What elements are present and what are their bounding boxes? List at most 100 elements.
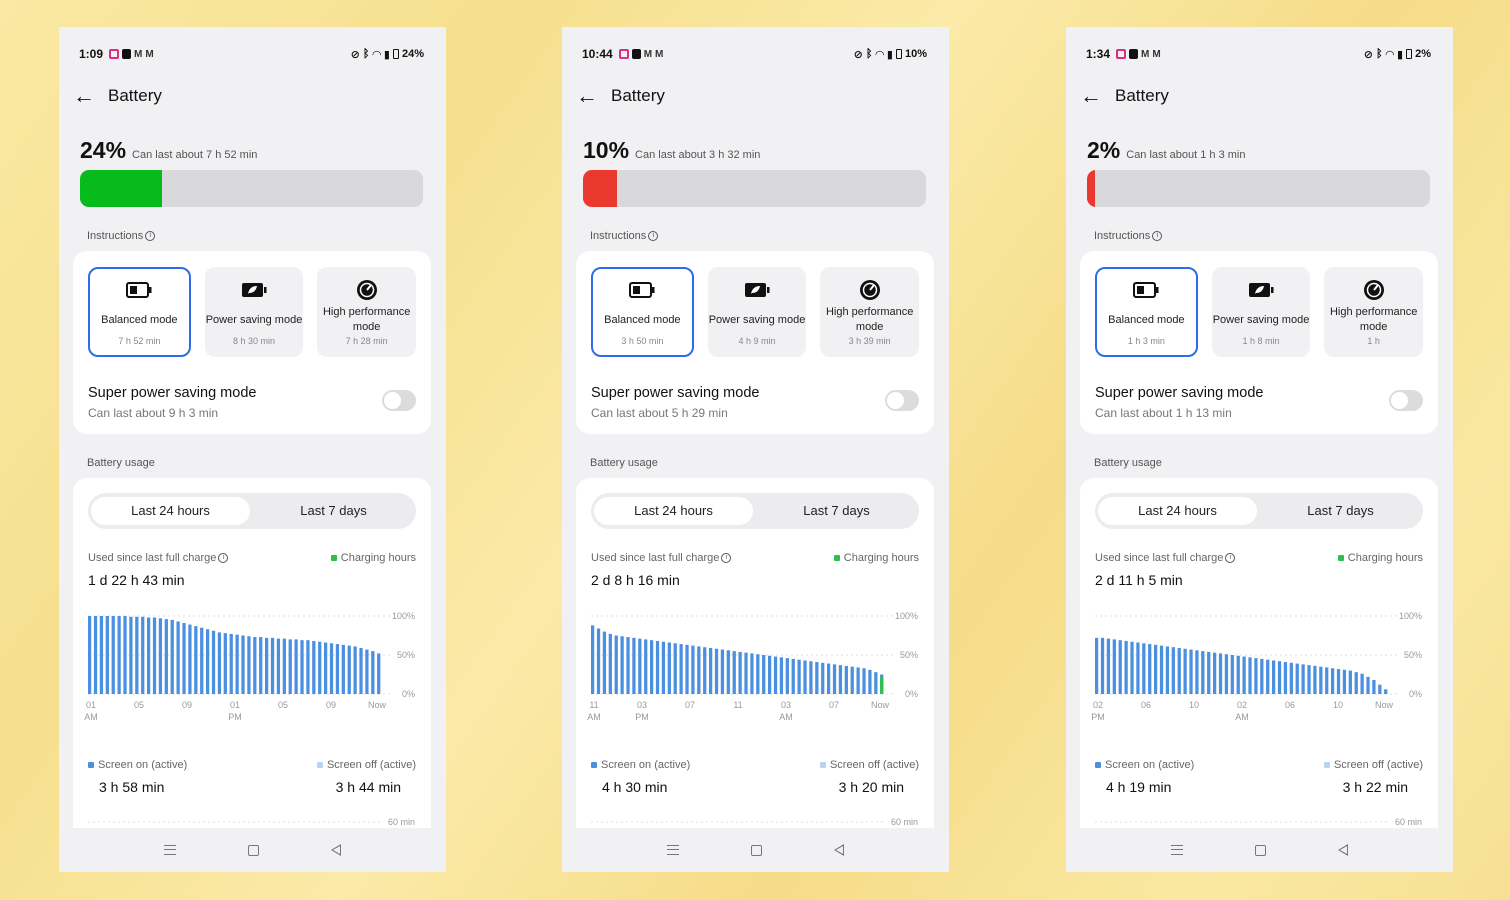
x-tick-sublabel: AM xyxy=(587,712,601,722)
screen-on-text: Screen on (active) xyxy=(1105,759,1195,771)
usage-bar xyxy=(1283,662,1288,694)
super-power-saving-subtitle: Can last about 9 h 3 min xyxy=(88,406,219,420)
usage-bar xyxy=(832,664,837,694)
high-performance-mode-option[interactable]: High performance mode 3 h 39 min xyxy=(820,267,920,357)
super-power-saving-toggle[interactable] xyxy=(1389,390,1423,411)
usage-bar xyxy=(1301,664,1305,694)
tab-last-24-hours[interactable]: Last 24 hours xyxy=(1098,497,1257,525)
instructions-label[interactable]: Instructions i xyxy=(1094,230,1163,242)
usage-bar xyxy=(750,653,754,694)
usage-bar xyxy=(1325,667,1329,694)
usage-bar xyxy=(856,667,860,694)
tab-last-24-hours[interactable]: Last 24 hours xyxy=(91,497,250,525)
usage-bar xyxy=(306,640,310,694)
battery-usage-text: Battery usage xyxy=(87,457,155,469)
instructions-label[interactable]: Instructions i xyxy=(87,230,156,242)
super-power-saving-toggle[interactable] xyxy=(885,390,919,411)
usage-bar xyxy=(1118,640,1122,694)
back-arrow-icon[interactable]: ← xyxy=(1080,83,1102,108)
balanced-mode-option[interactable]: Balanced mode 7 h 52 min xyxy=(88,267,191,357)
screen-off-value: 3 h 22 min xyxy=(1342,779,1408,795)
recents-icon[interactable] xyxy=(164,845,176,855)
tab-last-24-hours[interactable]: Last 24 hours xyxy=(594,497,753,525)
bluetooth-icon: ᛒ xyxy=(865,48,873,60)
high-performance-mode-option[interactable]: High performance mode 1 h xyxy=(1324,267,1424,357)
x-tick-sublabel: AM xyxy=(1235,712,1249,722)
signal-icon: ▮ xyxy=(886,48,893,61)
home-icon[interactable] xyxy=(1255,844,1266,856)
used-since-label: Used since last full charge i xyxy=(88,552,229,564)
tab-last-7-days[interactable]: Last 7 days xyxy=(1307,503,1374,518)
x-tick-label: Now xyxy=(1375,700,1394,710)
balanced-mode-option[interactable]: Balanced mode 3 h 50 min xyxy=(591,267,694,357)
home-icon[interactable] xyxy=(248,844,259,856)
info-icon[interactable]: i xyxy=(721,553,732,563)
used-since-value: 2 d 8 h 16 min xyxy=(591,572,680,588)
x-tick-label: 03 xyxy=(781,700,791,710)
usage-bar xyxy=(1142,643,1146,694)
usage-bar xyxy=(123,616,127,694)
mode-time: 7 h 28 min xyxy=(345,336,388,346)
usage-bar xyxy=(253,637,257,694)
time-range-tabs: Last 24 hours Last 7 days xyxy=(591,493,919,529)
usage-bar xyxy=(206,629,210,694)
info-icon[interactable]: i xyxy=(1225,553,1236,563)
usage-bar xyxy=(1183,648,1187,694)
recents-icon[interactable] xyxy=(1171,845,1183,855)
usage-bar xyxy=(182,623,186,694)
charging-legend: Charging hours xyxy=(833,552,919,564)
usage-bar xyxy=(276,638,281,694)
super-power-saving-toggle[interactable] xyxy=(382,390,416,411)
usage-bar xyxy=(170,619,174,694)
usage-bar xyxy=(270,637,275,694)
tab-last-7-days[interactable]: Last 7 days xyxy=(803,503,870,518)
recents-icon[interactable] xyxy=(667,845,679,855)
screen-on-dot-icon xyxy=(591,762,597,769)
info-icon[interactable]: i xyxy=(145,231,156,241)
instructions-label[interactable]: Instructions i xyxy=(590,230,659,242)
x-tick-label: 10 xyxy=(1189,700,1199,710)
page-header: ← Battery xyxy=(576,83,665,108)
super-power-saving-row: Super power saving mode Can last about 5… xyxy=(591,385,759,420)
screen-values-row: 4 h 30 min 3 h 20 min xyxy=(602,779,904,795)
power-saving-mode-option[interactable]: Power saving mode 8 h 30 min xyxy=(204,267,304,357)
nav-back-icon[interactable] xyxy=(834,844,844,856)
power-saving-mode-option[interactable]: Power saving mode 4 h 9 min xyxy=(707,267,807,357)
phone-screen-1: 1:09 M M ⊘ ᛒ ◠ ▮ 24% ← Battery 24% Can l… xyxy=(59,27,446,872)
back-arrow-icon[interactable]: ← xyxy=(73,83,95,108)
mode-time: 3 h 39 min xyxy=(848,336,891,346)
usage-bar xyxy=(1195,650,1199,694)
nav-back-icon[interactable] xyxy=(1338,844,1348,856)
charging-legend-text: Charging hours xyxy=(1347,552,1423,564)
usage-bar xyxy=(1348,670,1352,694)
y-tick-label: 100% xyxy=(1399,611,1422,621)
info-icon[interactable]: i xyxy=(1152,231,1163,241)
used-since-value: 2 d 11 h 5 min xyxy=(1095,572,1183,588)
usage-bar xyxy=(1165,646,1170,694)
usage-bar xyxy=(282,638,286,694)
battery-usage-label: Battery usage xyxy=(1094,457,1162,469)
usage-bar xyxy=(111,616,115,694)
high-performance-mode-option[interactable]: High performance mode 7 h 28 min xyxy=(317,267,417,357)
nav-back-icon[interactable] xyxy=(331,844,341,856)
home-icon[interactable] xyxy=(751,844,762,856)
mute-icon: ⊘ xyxy=(1363,48,1373,61)
screen-off-legend: Screen off (active) xyxy=(1323,759,1423,771)
usage-bar xyxy=(791,658,795,694)
power-saving-mode-option[interactable]: Power saving mode 1 h 8 min xyxy=(1211,267,1311,357)
usage-bar xyxy=(779,657,784,694)
balanced-mode-option[interactable]: Balanced mode 1 h 3 min xyxy=(1095,267,1198,357)
battery-usage-chart: 100% 50% 0% 01 AM 05 09 01 PM 05 09 Now xyxy=(84,611,415,722)
info-icon[interactable]: i xyxy=(218,553,229,563)
speedometer-icon xyxy=(1363,280,1385,300)
info-icon[interactable]: i xyxy=(648,231,659,241)
usage-bar xyxy=(661,641,666,694)
back-arrow-icon[interactable]: ← xyxy=(576,83,598,108)
usage-bar xyxy=(1242,656,1246,694)
tab-last-7-days[interactable]: Last 7 days xyxy=(300,503,367,518)
battery-percent: 10% xyxy=(583,137,630,163)
x-tick-label: 11 xyxy=(589,700,598,710)
usage-bar xyxy=(650,640,654,694)
screen-off-legend: Screen off (active) xyxy=(819,759,919,771)
wifi-icon: ◠ xyxy=(372,48,381,61)
